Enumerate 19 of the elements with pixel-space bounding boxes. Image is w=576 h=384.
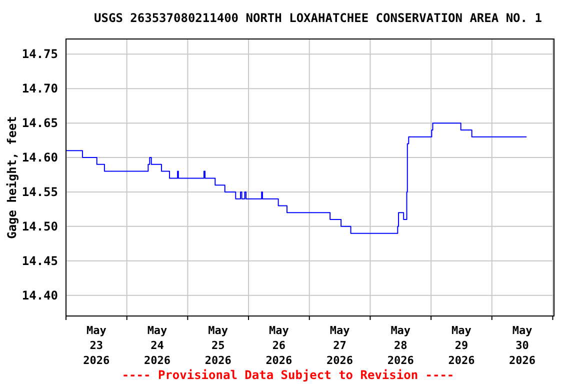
x-tick-label: May 28 2026 [387,324,414,367]
chart-title: USGS 263537080211400 NORTH LOXAHATCHEE CONSERVATION AREA NO. 1 [94,11,542,25]
x-tick-label: May 23 2026 [83,324,110,367]
y-tick-label: 14.60 [22,150,58,165]
y-tick-label: 14.45 [22,254,58,268]
y-tick-label: 14.55 [22,184,58,199]
x-tick-label: May 29 2026 [448,324,476,367]
y-tick-label: 14.75 [22,47,58,62]
y-tick-label: 14.40 [22,288,58,302]
x-tick-label: May 30 2026 [509,324,536,367]
y-tick-label: 14.50 [22,219,58,234]
x-tick-label: May 25 2026 [204,324,232,367]
text: ---- Provisional Data Subject to Revision ---- [122,368,454,382]
x-tick-label: May 24 2026 [144,324,171,367]
y-axis-title: Gage height, feet [5,116,19,239]
x-tick-label: May 26 2026 [266,324,293,367]
y-tick-label: 14.70 [22,82,58,96]
y-tick-label: 14.65 [22,116,58,130]
x-tick-label: May 27 2026 [326,324,354,367]
